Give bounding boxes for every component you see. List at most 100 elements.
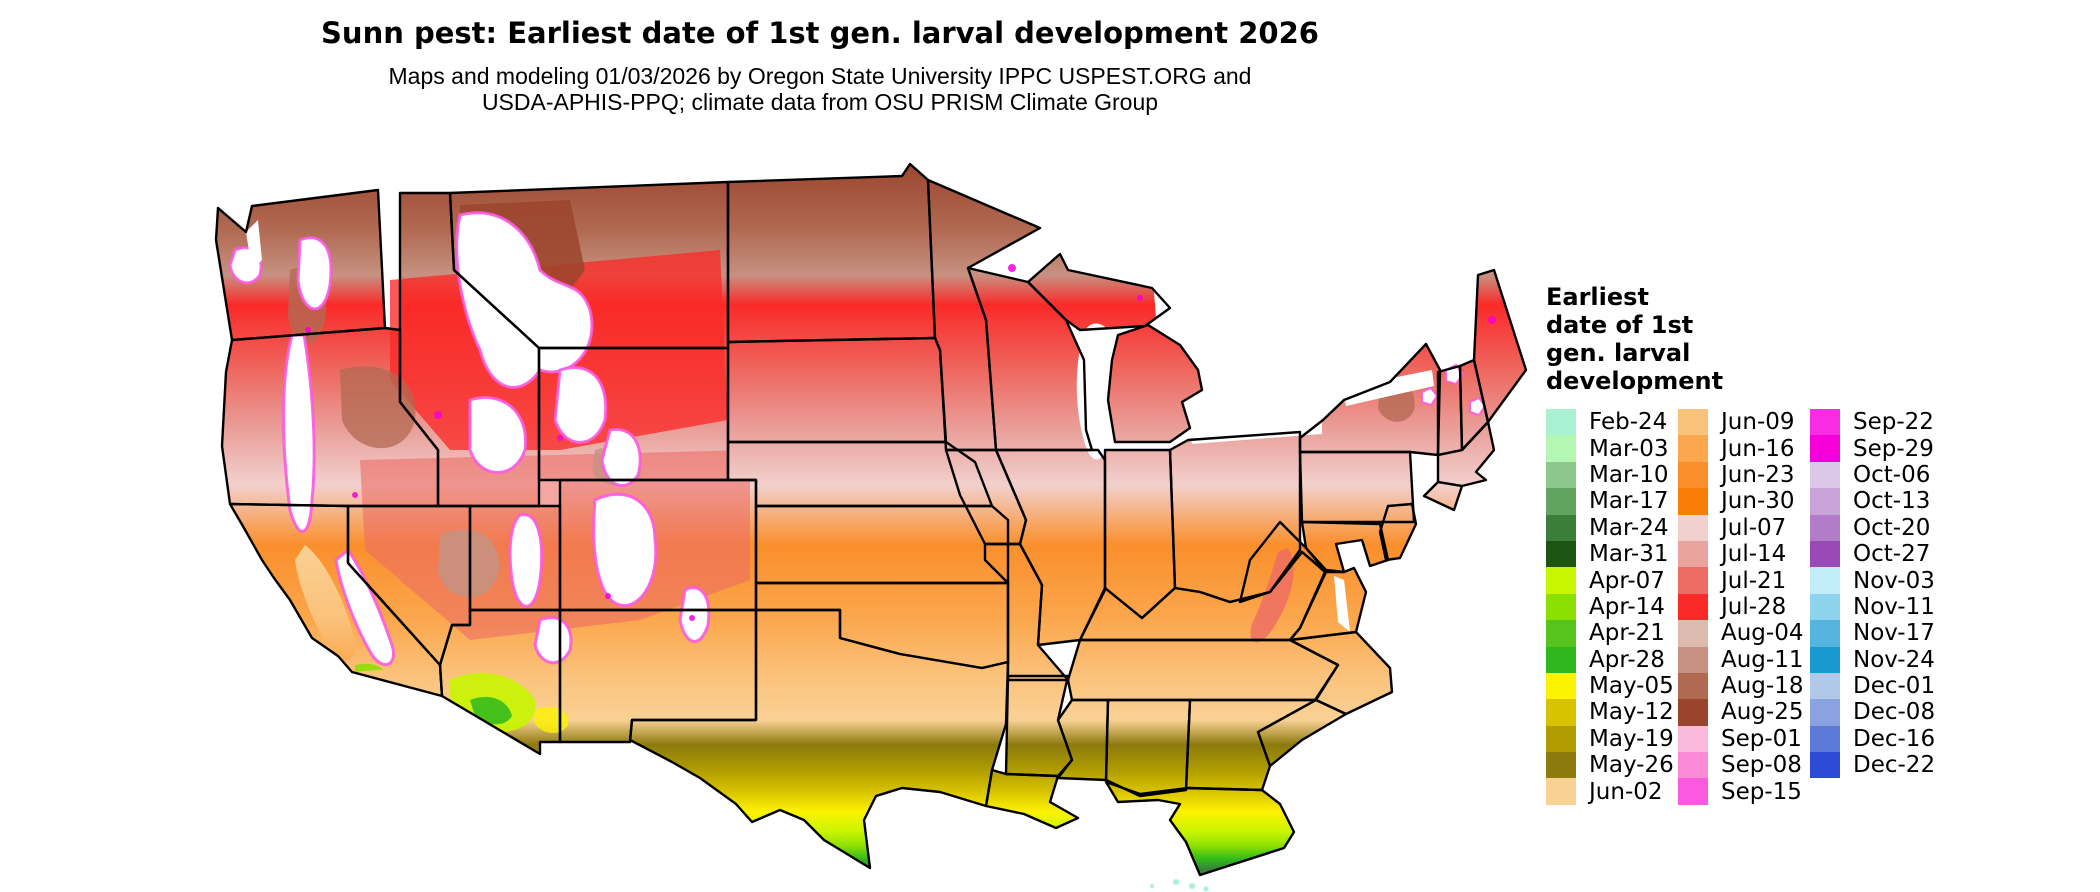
state-shape-nd [728, 164, 935, 342]
legend-swatch [1546, 778, 1576, 805]
legend-label: Mar-24 [1589, 514, 1669, 541]
legend-label: Dec-22 [1853, 752, 1936, 779]
state-shape-sd [728, 338, 946, 442]
legend-label: May-05 [1589, 673, 1674, 700]
legend-swatch [1678, 725, 1708, 753]
header: Sunn pest: Earliest date of 1st gen. lar… [0, 16, 1640, 115]
legend-swatch [1678, 488, 1708, 515]
legend-swatch [1546, 461, 1576, 489]
puget-sound [246, 220, 262, 270]
legend-swatch [1810, 672, 1840, 700]
legend-row: Mar-31 [1546, 540, 1674, 568]
subtitle-line-1: Maps and modeling 01/03/2026 by Oregon S… [388, 63, 1252, 89]
legend-label: May-12 [1589, 699, 1674, 726]
legend-swatch [1810, 620, 1840, 647]
legend-label: Jun-02 [1589, 778, 1663, 805]
legend-row: Jun-30 [1678, 488, 1803, 515]
legend-swatch [1546, 540, 1576, 568]
page-title: Sunn pest: Earliest date of 1st gen. lar… [321, 16, 1319, 50]
subtitle: Maps and modeling 01/03/2026 by Oregon S… [0, 63, 1640, 115]
mountain-snow-patch [600, 427, 642, 488]
legend-swatch [1678, 620, 1708, 647]
legend-column: Feb-24 Mar-03 Mar-10 Mar-17 Mar-24 Mar-31 Apr-… [1546, 409, 1674, 805]
legend-row: Dec-01 [1810, 672, 1936, 700]
mountain-snow-patch [533, 616, 573, 664]
legend-label: Apr-07 [1589, 567, 1665, 594]
legend-row: Aug-11 [1678, 646, 1804, 673]
subtitle-line-2: USDA-APHIS-PPQ; climate data from OSU PR… [481, 89, 1159, 115]
legend-swatch [1810, 725, 1840, 753]
legend-swatch [1810, 593, 1840, 621]
magenta-speckle [352, 492, 358, 498]
appalachian-ridge-patch [1250, 548, 1294, 643]
magenta-speckle [1137, 295, 1143, 301]
florida-keys-dot [1203, 886, 1209, 892]
legend-label: May-26 [1589, 752, 1674, 779]
legend-swatch [1810, 409, 1840, 436]
legend-row: Apr-14 [1546, 593, 1674, 621]
legend-columns: Feb-24 Mar-03 Mar-10 Mar-17 Mar-24 Mar-31 Apr-… [1546, 409, 2066, 809]
legend-label: Sep-29 [1853, 435, 1934, 462]
legend-label: Jul-21 [1721, 567, 1787, 594]
legend-label: Jul-07 [1721, 514, 1787, 541]
legend-label: Jun-30 [1721, 488, 1795, 515]
legend-label: Dec-01 [1853, 673, 1936, 700]
legend-label: Oct-13 [1853, 488, 1931, 515]
legend-row: Oct-13 [1810, 488, 1935, 515]
legend-label: Sep-15 [1721, 778, 1802, 805]
legend-swatch [1810, 514, 1840, 541]
mountain-snow-patch [1469, 396, 1487, 417]
legend-row: Mar-03 [1546, 435, 1674, 462]
legend-row: Sep-29 [1810, 435, 1935, 462]
legend-swatch [1678, 540, 1708, 568]
legend-swatch [1678, 567, 1708, 594]
legend-row: May-26 [1546, 752, 1674, 779]
legend-row: Dec-08 [1810, 699, 1935, 726]
legend-label: Oct-20 [1853, 514, 1931, 541]
legend-swatch [1678, 752, 1708, 779]
legend-swatch [1546, 672, 1576, 700]
legend-label: Mar-03 [1589, 435, 1669, 462]
legend-row: Apr-21 [1546, 620, 1674, 647]
legend-row: Aug-18 [1678, 672, 1803, 700]
legend-swatch [1678, 778, 1708, 805]
legend-row: Nov-24 [1810, 646, 1935, 673]
legend-row: Sep-22 [1810, 409, 1935, 436]
legend-label: May-19 [1589, 725, 1674, 752]
legend-label: Sep-22 [1853, 409, 1934, 436]
legend-column: Sep-22 Sep-29 Oct-06 Oct-13 Oct-20 Oct-27 Nov-… [1810, 409, 1936, 779]
legend-row: May-05 [1546, 672, 1674, 700]
legend-swatch [1678, 461, 1708, 489]
legend-swatch [1810, 488, 1840, 515]
legend-label: Feb-24 [1589, 409, 1668, 436]
legend-label: Dec-16 [1853, 725, 1936, 752]
legend-row: Jun-16 [1678, 435, 1803, 462]
legend-swatch [1810, 699, 1840, 726]
legend-row: Nov-17 [1810, 620, 1935, 647]
legend-row: Oct-06 [1810, 461, 1935, 489]
legend-row: Jul-14 [1678, 540, 1803, 568]
legend-row: Sep-15 [1678, 778, 1803, 805]
lake-huron [1154, 292, 1212, 374]
legend-label: Jun-23 [1721, 461, 1795, 488]
legend-swatch [1546, 593, 1576, 621]
legend-swatch [1678, 699, 1708, 726]
magenta-speckle [305, 327, 311, 333]
legend-label: Aug-11 [1721, 646, 1804, 673]
legend-label: Jul-14 [1721, 541, 1787, 568]
mountain-snow-patch [592, 492, 658, 607]
magenta-speckle [557, 435, 563, 441]
state-shape-al [1106, 700, 1190, 796]
mountain-snow-patch [553, 365, 608, 444]
legend-swatch [1810, 540, 1840, 568]
legend-row: Mar-17 [1546, 488, 1674, 515]
legend-label: Nov-17 [1853, 620, 1935, 647]
terrain-brown-patch [438, 529, 500, 598]
legend-row: Mar-10 [1546, 461, 1674, 489]
legend-label: Apr-28 [1589, 646, 1665, 673]
mountain-snow-patch [508, 513, 544, 608]
legend-row: Apr-07 [1546, 567, 1674, 594]
legend-row: Jul-28 [1678, 593, 1803, 621]
western-terrain-overlay [228, 200, 750, 734]
